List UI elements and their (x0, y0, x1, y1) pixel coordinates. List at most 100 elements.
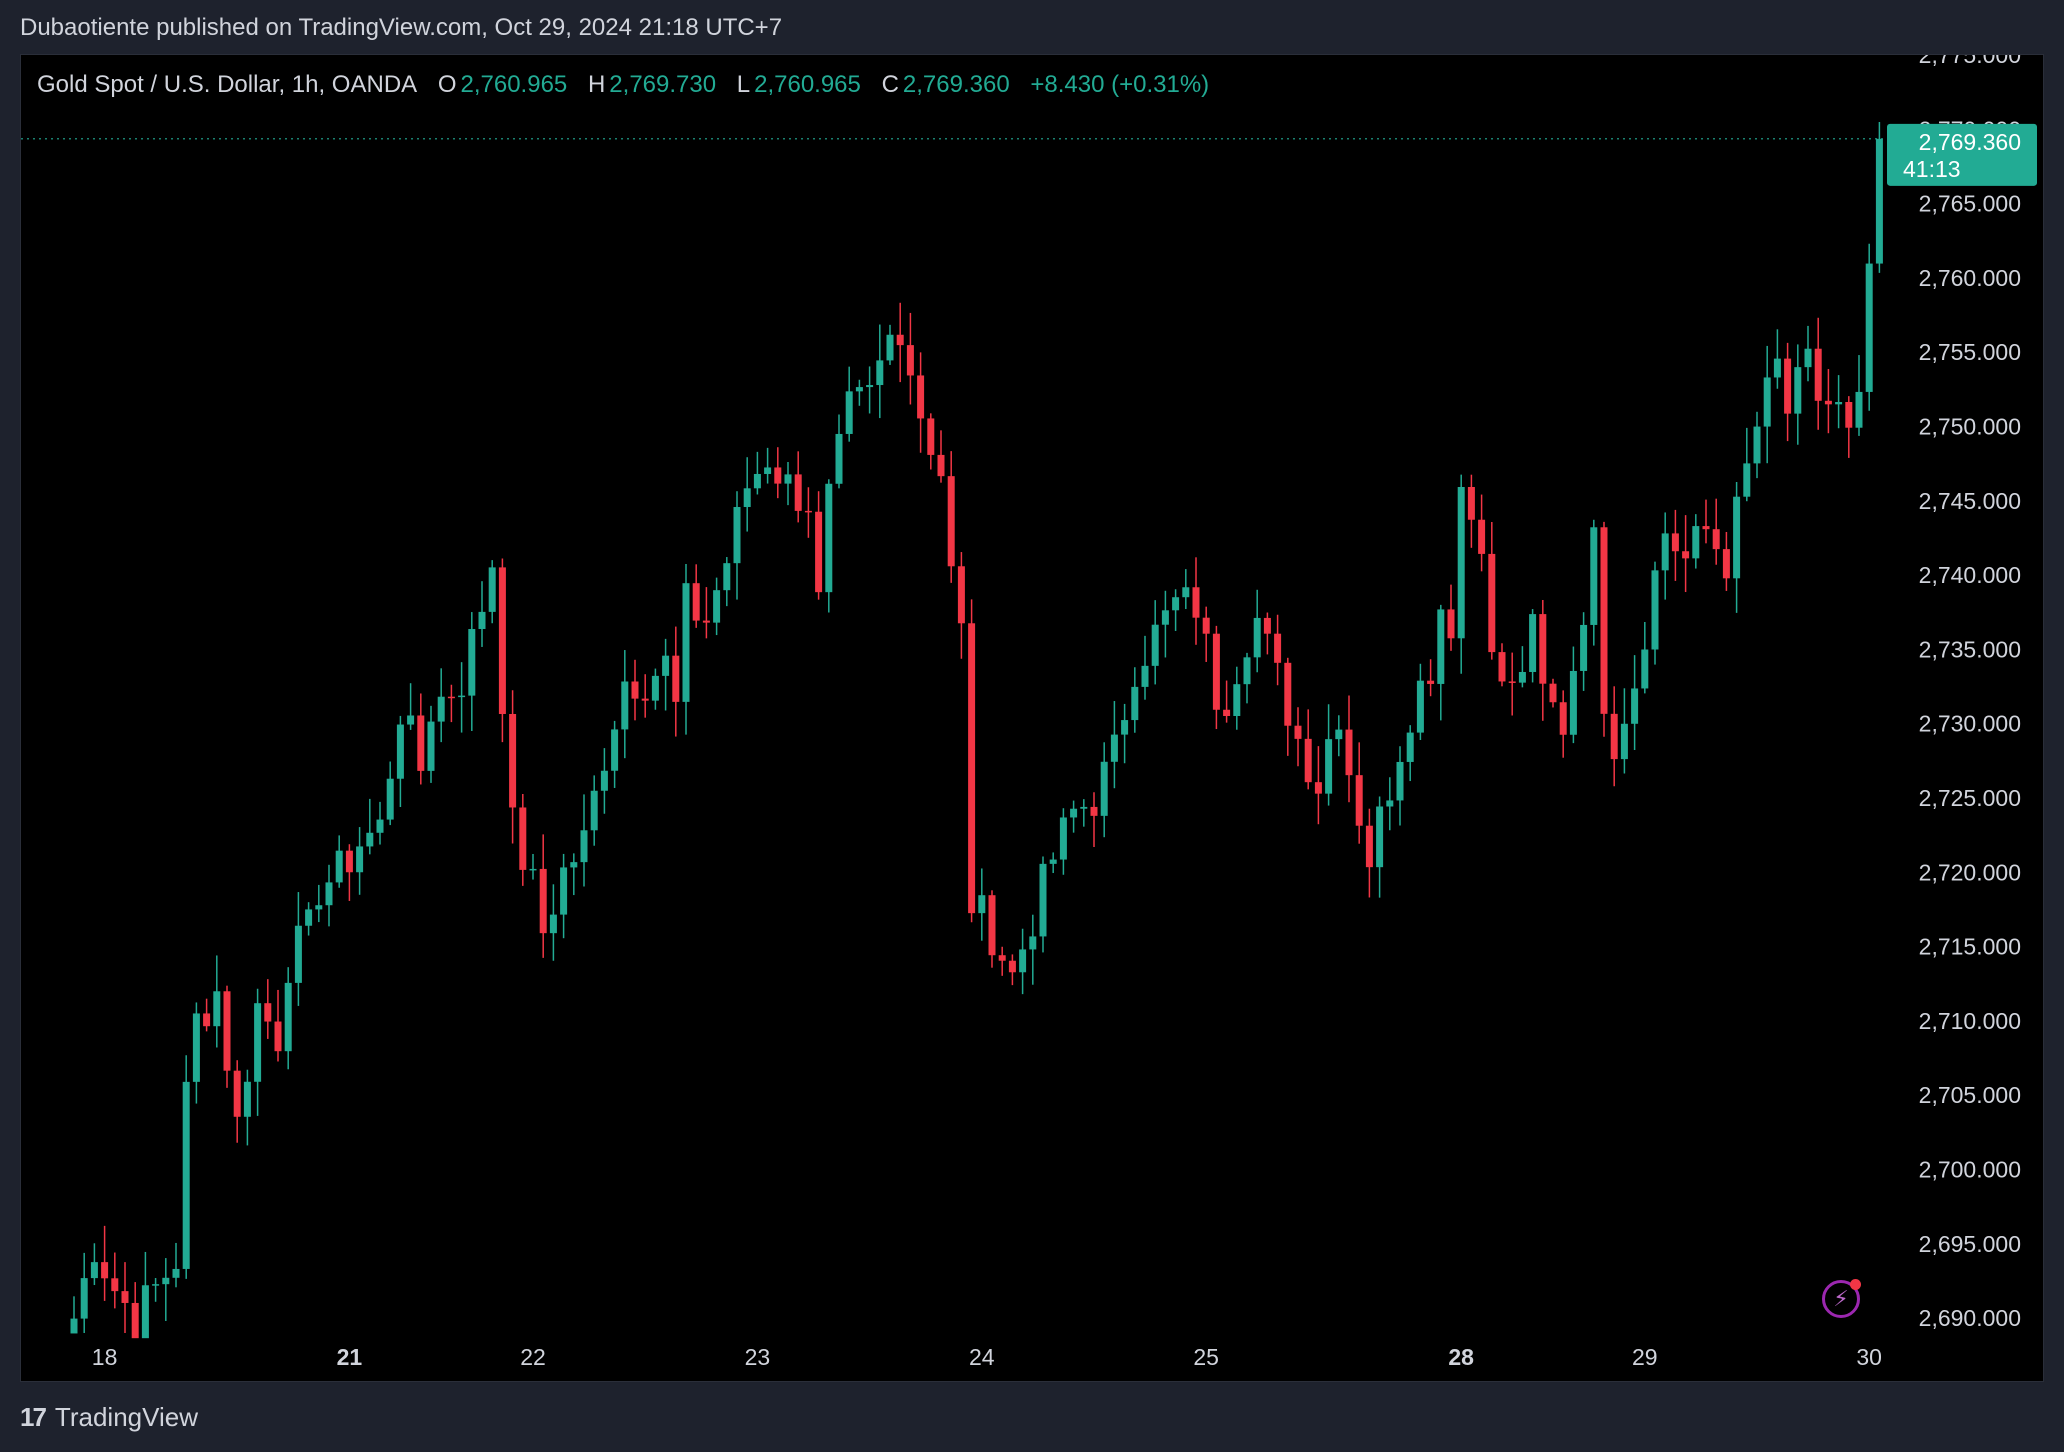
candle (917, 352, 925, 453)
time-tick-label: 30 (1856, 1344, 1882, 1370)
lightning-icon[interactable]: ⚡ (1822, 1279, 1861, 1318)
price-tick-label: 2,775.000 (1919, 55, 2021, 68)
candle-body (784, 474, 792, 484)
candle-body (1651, 570, 1659, 650)
candle (1641, 622, 1649, 694)
candle-body (753, 473, 761, 489)
candle-body (539, 868, 547, 934)
candle-body (1100, 761, 1108, 816)
time-tick-label: 23 (745, 1344, 771, 1370)
candle-body (1814, 348, 1822, 401)
time-tick-label: 24 (969, 1344, 995, 1370)
candle (1141, 635, 1149, 700)
candle-body (764, 467, 772, 474)
price-tick-label: 2,700.000 (1919, 1157, 2021, 1183)
candle (1008, 954, 1016, 986)
candle (70, 1296, 78, 1334)
candle-body (1314, 782, 1322, 794)
candle-body (1151, 624, 1159, 666)
candle (1121, 703, 1129, 764)
candle (682, 564, 690, 735)
candle-body (702, 620, 710, 623)
candle-body (1345, 729, 1353, 776)
candle-body (835, 433, 843, 484)
candle (529, 853, 537, 880)
candle (1080, 799, 1088, 827)
candle-body (498, 567, 506, 714)
candle-body (152, 1284, 160, 1286)
candle-body (182, 1081, 190, 1269)
candle (1600, 521, 1608, 737)
candle (407, 683, 415, 730)
price-tick-label: 2,720.000 (1919, 859, 2021, 885)
candle (1508, 652, 1516, 716)
candle (1814, 317, 1822, 430)
candle (794, 451, 802, 523)
price-tick-label: 2,750.000 (1919, 414, 2021, 440)
candle (753, 451, 761, 495)
price-tag-countdown: 41:13 (1903, 156, 1961, 182)
candle-body (947, 476, 955, 567)
candle (1090, 792, 1098, 848)
candle-body (274, 1021, 282, 1052)
candle (1865, 243, 1873, 411)
candle-body (804, 510, 812, 513)
candle-body (1192, 587, 1200, 618)
candle (1345, 695, 1353, 803)
candle-body (70, 1318, 78, 1334)
candle (1631, 655, 1639, 751)
candle-body (825, 483, 833, 593)
candle-body (315, 905, 323, 910)
candle-body (101, 1262, 109, 1279)
candle-body (1070, 808, 1078, 818)
candlestick-chart[interactable]: 2,690.000 2,695.000 2,700.000 2,705.000 2,71… (21, 55, 2045, 1383)
candle (784, 462, 792, 506)
candle (1253, 589, 1261, 673)
price-tick-label: 2,755.000 (1919, 339, 2021, 365)
candle-body (254, 1003, 262, 1082)
candle-body (80, 1278, 88, 1319)
candle (1355, 742, 1363, 844)
candle-body (509, 713, 517, 808)
candle-body (1671, 533, 1679, 552)
candle-body (1600, 527, 1608, 714)
candle (988, 890, 996, 968)
symbol-legend[interactable]: Gold Spot / U.S. Dollar, 1h, OANDA O 2,76… (37, 71, 1213, 99)
candle (743, 457, 751, 532)
candle-body (223, 991, 231, 1071)
candle (447, 684, 455, 723)
price-tick-label: 2,695.000 (1919, 1231, 2021, 1257)
candle-body (1467, 486, 1475, 520)
candle (651, 668, 659, 710)
candle-body (305, 909, 313, 926)
candle (1773, 329, 1781, 389)
price-tick-label: 2,690.000 (1919, 1305, 2021, 1331)
candle (1712, 498, 1720, 565)
candle-body (1029, 936, 1037, 950)
candle (549, 884, 557, 961)
time-tick-label: 22 (520, 1344, 546, 1370)
candle-body (968, 623, 976, 914)
candle-body (631, 681, 639, 699)
candle-body (957, 566, 965, 624)
chart-pane[interactable]: 2,690.000 2,695.000 2,700.000 2,705.000 2,71… (20, 54, 2044, 1382)
candle (1539, 600, 1547, 721)
candle (723, 557, 731, 607)
candle (417, 693, 425, 785)
candle (1529, 609, 1537, 683)
price-tick-label: 2,705.000 (1919, 1082, 2021, 1108)
candle (1386, 777, 1394, 831)
candle (1192, 557, 1200, 645)
low-value: 2,760.965 (754, 71, 861, 98)
candle (835, 414, 843, 489)
candle-body (1610, 713, 1618, 760)
tradingview-footer[interactable]: 17 TradingView (20, 1402, 198, 1433)
candle-body (243, 1081, 251, 1117)
candle-body (1753, 426, 1761, 464)
candle (1437, 604, 1445, 721)
candle-body (1396, 761, 1404, 801)
candle (111, 1252, 119, 1309)
close-value: 2,769.360 (902, 71, 1010, 98)
candle-body (1274, 633, 1282, 663)
low-label: L (736, 71, 751, 98)
